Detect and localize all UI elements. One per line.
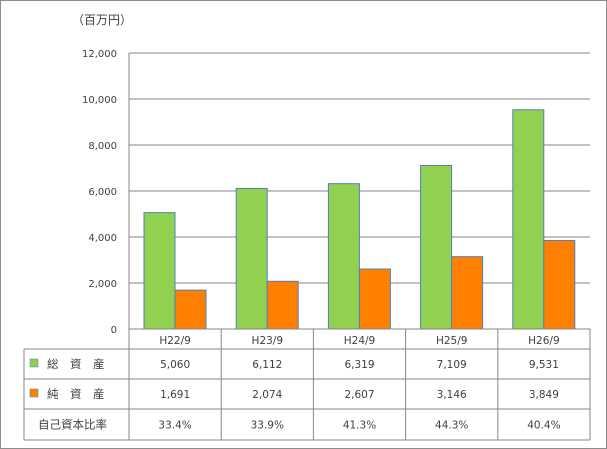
ratio-label: 33.4% xyxy=(158,420,191,432)
bar xyxy=(327,183,360,330)
legend-key xyxy=(29,388,39,398)
bar xyxy=(543,239,576,330)
y-tick-label: 8,000 xyxy=(88,141,117,152)
y-tick-label: 4,000 xyxy=(88,233,117,244)
ratio-label: 33.9% xyxy=(251,420,284,432)
y-tick-label: 6,000 xyxy=(88,187,117,198)
x-tick-label: H26/9 xyxy=(528,335,559,347)
data-label: 7,109 xyxy=(437,359,467,371)
legend-entry: 総 資 産 xyxy=(47,357,105,371)
y-axis-unit-label: （百万円） xyxy=(72,13,133,27)
data-label: 6,112 xyxy=(252,359,282,371)
data-label: 5,060 xyxy=(160,359,190,371)
y-tick-label: 2,000 xyxy=(88,279,117,290)
bar xyxy=(512,109,545,330)
data-label: 2,074 xyxy=(252,389,282,401)
bar xyxy=(266,280,299,330)
y-tick-label: 0 xyxy=(111,325,117,336)
x-tick-label: H24/9 xyxy=(344,335,375,347)
ratio-row-label: 自己資本比率 xyxy=(38,418,107,432)
data-label: 2,607 xyxy=(344,389,374,401)
bar xyxy=(451,256,484,330)
bar xyxy=(174,289,207,330)
ratio-label: 44.3% xyxy=(435,420,468,432)
x-tick-label: H25/9 xyxy=(436,335,467,347)
data-label: 9,531 xyxy=(529,359,559,371)
data-label: 3,849 xyxy=(529,389,559,401)
bar xyxy=(235,187,268,330)
data-label: 3,146 xyxy=(437,389,467,401)
legend-key xyxy=(29,358,39,368)
data-label: 6,319 xyxy=(344,359,374,371)
bar xyxy=(420,164,453,330)
bar xyxy=(358,268,391,330)
legend-entry: 純 資 産 xyxy=(47,387,105,401)
data-label: 1,691 xyxy=(160,389,190,401)
y-tick-label: 12,000 xyxy=(82,49,117,60)
x-tick-label: H23/9 xyxy=(252,335,283,347)
bar xyxy=(143,212,176,330)
y-tick-label: 10,000 xyxy=(82,95,117,106)
ratio-label: 40.4% xyxy=(527,420,560,432)
ratio-label: 41.3% xyxy=(343,420,376,432)
x-tick-label: H22/9 xyxy=(159,335,190,347)
